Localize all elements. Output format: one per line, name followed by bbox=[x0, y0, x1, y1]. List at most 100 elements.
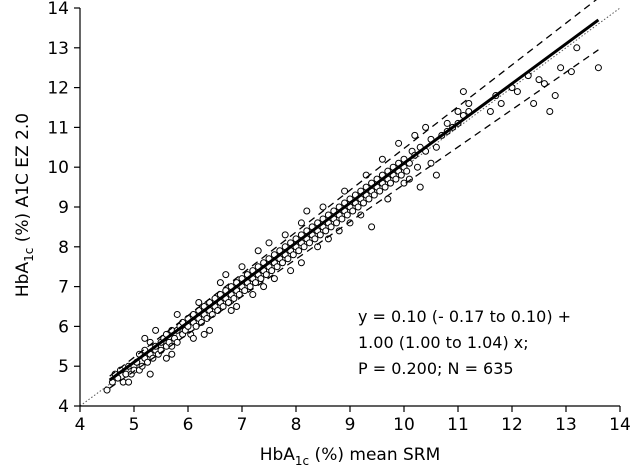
data-point bbox=[343, 211, 351, 219]
data-point bbox=[125, 378, 133, 386]
data-point bbox=[227, 306, 235, 314]
data-point bbox=[235, 291, 243, 299]
data-point bbox=[354, 203, 362, 211]
data-point bbox=[381, 183, 389, 191]
y-tick-label: 5 bbox=[58, 357, 69, 377]
data-point bbox=[297, 259, 305, 267]
data-point bbox=[241, 287, 249, 295]
data-point bbox=[246, 283, 254, 291]
data-point bbox=[365, 195, 373, 203]
x-tick-label: 14 bbox=[609, 415, 630, 435]
data-point bbox=[222, 271, 230, 279]
y-tick-label: 4 bbox=[58, 397, 69, 417]
data-point bbox=[333, 219, 340, 227]
data-point bbox=[387, 179, 394, 187]
data-point bbox=[378, 155, 386, 163]
axes-layer bbox=[74, 7, 621, 412]
data-point bbox=[189, 334, 197, 342]
data-point bbox=[192, 322, 200, 330]
x-axis-title-subscript: 1c bbox=[295, 454, 309, 468]
x-tick-label: 4 bbox=[75, 415, 86, 435]
y-axis-title: HbA1c (%) A1C EZ 2.0 bbox=[13, 113, 36, 297]
data-point bbox=[443, 119, 451, 127]
x-axis-title-rest: (%) mean SRM bbox=[309, 445, 440, 465]
confidence-band-layer bbox=[109, 0, 599, 389]
data-point bbox=[368, 223, 376, 231]
data-point bbox=[411, 131, 419, 139]
x-tick-label: 9 bbox=[345, 415, 356, 435]
data-point bbox=[297, 219, 305, 227]
data-point bbox=[254, 247, 262, 255]
data-point bbox=[567, 68, 575, 76]
data-point bbox=[281, 231, 289, 239]
data-point bbox=[322, 227, 330, 235]
data-point bbox=[416, 183, 424, 191]
y-tick-label: 8 bbox=[58, 238, 69, 258]
data-point bbox=[341, 187, 349, 195]
data-point bbox=[203, 314, 211, 322]
y-tick-label: 9 bbox=[58, 198, 69, 218]
data-point bbox=[233, 303, 241, 310]
data-point bbox=[403, 167, 411, 175]
data-point bbox=[551, 92, 559, 100]
data-point bbox=[573, 44, 581, 52]
y-tick-label: 12 bbox=[47, 79, 69, 99]
data-point bbox=[594, 64, 602, 72]
data-point bbox=[316, 231, 324, 239]
regression-line-layer bbox=[108, 18, 600, 382]
data-point bbox=[146, 370, 154, 378]
data-point bbox=[219, 303, 227, 310]
data-point bbox=[513, 88, 521, 96]
data-point bbox=[144, 358, 151, 366]
data-point bbox=[397, 171, 405, 179]
x-tick-label: 7 bbox=[237, 415, 248, 435]
data-point bbox=[273, 263, 281, 271]
data-point bbox=[376, 187, 384, 195]
annotation-line-1: y = 0.10 (- 0.17 to 0.10) + bbox=[358, 307, 571, 326]
data-point bbox=[319, 203, 327, 211]
data-point bbox=[173, 310, 181, 318]
data-point bbox=[360, 199, 367, 207]
x-tick-label: 6 bbox=[183, 415, 194, 435]
data-point bbox=[249, 291, 257, 299]
y-tick-label: 10 bbox=[47, 158, 69, 178]
y-tick-label: 11 bbox=[47, 118, 69, 138]
data-point bbox=[216, 279, 224, 287]
x-axis-title: HbA1c (%) mean SRM bbox=[260, 445, 441, 468]
data-point bbox=[230, 295, 238, 303]
data-point bbox=[335, 227, 343, 235]
confidence-band-lower bbox=[109, 49, 599, 389]
data-point bbox=[238, 263, 246, 271]
data-point bbox=[295, 247, 303, 255]
data-point bbox=[392, 175, 400, 183]
data-point bbox=[287, 267, 295, 275]
data-point bbox=[279, 259, 286, 267]
data-point bbox=[173, 338, 181, 346]
data-point bbox=[289, 251, 297, 259]
regression-annotation: y = 0.10 (- 0.17 to 0.10) + 1.00 (1.00 t… bbox=[358, 307, 571, 378]
data-point bbox=[252, 279, 259, 287]
data-point bbox=[141, 334, 149, 342]
data-point bbox=[370, 191, 378, 199]
data-point bbox=[195, 299, 203, 307]
data-point bbox=[103, 386, 111, 394]
data-point bbox=[327, 223, 335, 231]
data-point bbox=[465, 100, 473, 108]
annotation-line-3: P = 0.200; N = 635 bbox=[358, 359, 514, 378]
data-point bbox=[300, 243, 308, 251]
data-point bbox=[306, 239, 313, 247]
tick-label-layer: 4 5 6 7 8 9 10 11 12 13 14 4 5 6 7 8 9 10 11 12 13 14 bbox=[47, 0, 630, 435]
data-point bbox=[400, 179, 408, 187]
data-point bbox=[535, 76, 543, 84]
data-point bbox=[303, 207, 311, 215]
y-axis-title-subscript: 1c bbox=[22, 248, 36, 262]
data-point bbox=[497, 100, 505, 108]
data-point bbox=[257, 275, 265, 283]
data-point bbox=[311, 235, 319, 243]
data-point bbox=[422, 123, 430, 131]
data-point bbox=[432, 171, 440, 179]
x-axis-title-base: HbA bbox=[260, 445, 296, 465]
data-point bbox=[338, 215, 346, 223]
data-point bbox=[284, 255, 292, 263]
y-axis-title-base: HbA bbox=[13, 262, 33, 298]
